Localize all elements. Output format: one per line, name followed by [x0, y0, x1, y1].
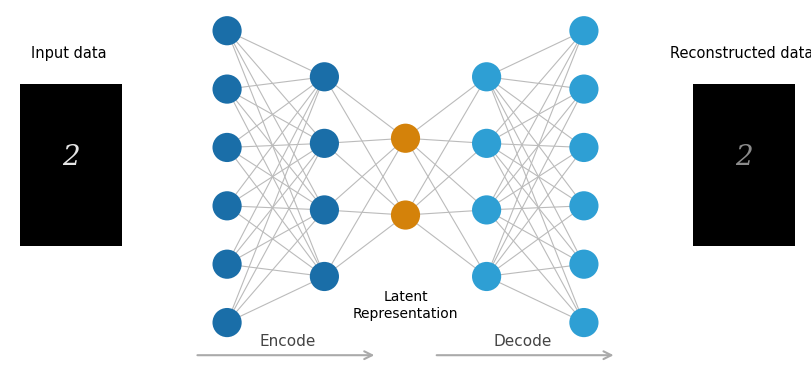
Ellipse shape	[472, 129, 501, 158]
Ellipse shape	[569, 308, 599, 337]
Text: 2: 2	[62, 144, 79, 171]
Text: 2: 2	[736, 144, 753, 171]
Ellipse shape	[472, 195, 501, 225]
Ellipse shape	[212, 133, 242, 162]
Ellipse shape	[212, 16, 242, 45]
Ellipse shape	[569, 191, 599, 220]
Ellipse shape	[391, 124, 420, 153]
Text: Reconstructed data: Reconstructed data	[671, 46, 811, 61]
Ellipse shape	[310, 62, 339, 91]
Ellipse shape	[569, 133, 599, 162]
Text: Input data: Input data	[31, 46, 107, 61]
Ellipse shape	[310, 262, 339, 291]
Ellipse shape	[212, 191, 242, 220]
Ellipse shape	[212, 250, 242, 279]
Ellipse shape	[569, 16, 599, 45]
Text: Latent
Representation: Latent Representation	[353, 290, 458, 321]
Ellipse shape	[472, 62, 501, 91]
Bar	[20, 84, 122, 246]
Ellipse shape	[310, 129, 339, 158]
Ellipse shape	[212, 74, 242, 104]
Ellipse shape	[310, 195, 339, 225]
Ellipse shape	[569, 74, 599, 104]
Ellipse shape	[391, 200, 420, 230]
Text: Encode: Encode	[260, 334, 316, 349]
Ellipse shape	[212, 308, 242, 337]
Ellipse shape	[569, 250, 599, 279]
Bar	[693, 84, 795, 246]
Text: Decode: Decode	[494, 334, 552, 349]
Ellipse shape	[472, 262, 501, 291]
